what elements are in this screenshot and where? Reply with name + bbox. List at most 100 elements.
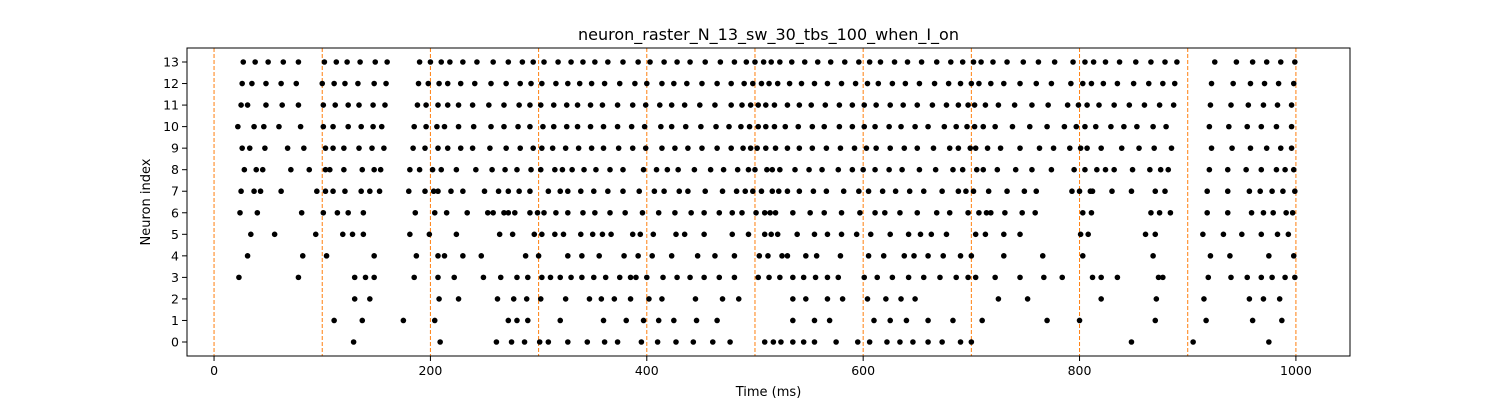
spike-point (253, 166, 260, 173)
spike-point (1129, 166, 1136, 173)
spike-point (836, 102, 843, 108)
spike-point (764, 166, 770, 173)
spike-point (1203, 317, 1209, 324)
spike-point (1021, 188, 1028, 195)
spike-point (425, 80, 432, 87)
spike-point (807, 209, 813, 216)
spike-point (717, 59, 724, 65)
spike-point (297, 123, 304, 130)
spike-point (973, 166, 980, 173)
spike-point (950, 166, 956, 173)
spike-point (565, 80, 571, 87)
spike-point (598, 296, 605, 302)
spike-point (790, 274, 796, 281)
spike-point (537, 166, 544, 173)
spike-point (1152, 188, 1159, 195)
spike-point (278, 80, 284, 87)
spike-point (627, 296, 634, 302)
spike-point (790, 317, 796, 324)
spike-point (351, 274, 358, 281)
spike-point (806, 166, 812, 173)
spike-point (1207, 102, 1214, 108)
spike-point (620, 166, 626, 173)
spike-point (823, 188, 830, 195)
spike-point (811, 80, 818, 87)
spike-point (1229, 145, 1235, 151)
spike-point (1033, 80, 1040, 87)
spike-point (1128, 339, 1135, 345)
spike-point (494, 296, 501, 302)
y-tick-label: 10 (163, 119, 179, 134)
spike-point (767, 209, 773, 216)
spike-point (886, 123, 892, 130)
spike-point (837, 145, 844, 151)
spike-point (457, 145, 464, 151)
spike-point (1288, 102, 1295, 108)
y-tick-label: 0 (171, 335, 179, 350)
x-tick-label: 0 (210, 363, 218, 378)
spike-point (864, 80, 871, 87)
spike-point (1282, 274, 1288, 281)
spike-point (965, 274, 971, 281)
spike-point (1288, 145, 1295, 151)
spike-point (1114, 274, 1121, 281)
spike-point (716, 209, 723, 216)
spike-point (655, 209, 662, 216)
spike-point (676, 188, 683, 195)
spike-point (790, 296, 796, 302)
spike-point (1048, 80, 1055, 87)
spike-point (587, 102, 594, 108)
spike-point (1100, 80, 1107, 87)
spike-point (690, 339, 697, 345)
spike-point (1050, 145, 1057, 151)
spike-point (779, 253, 785, 259)
spike-point (849, 102, 856, 108)
spike-point (808, 102, 815, 108)
spike-point (925, 123, 931, 130)
spike-point (684, 80, 690, 87)
spike-point (651, 188, 658, 195)
spike-point (1266, 253, 1272, 259)
spike-point (1009, 123, 1016, 130)
spike-point (863, 145, 870, 151)
spike-point (819, 166, 825, 173)
spike-point (1260, 209, 1267, 216)
spike-point (512, 209, 518, 216)
spike-point (438, 59, 445, 65)
spike-point (660, 274, 666, 281)
spike-point (970, 59, 977, 65)
spike-point (1224, 188, 1231, 195)
spike-point (920, 274, 927, 281)
spike-point (557, 317, 564, 324)
x-tick-label: 400 (635, 363, 659, 378)
spike-point (501, 102, 507, 108)
spike-point (691, 166, 698, 173)
spike-point (1001, 231, 1007, 238)
spike-point (906, 188, 913, 195)
spike-point (1089, 274, 1096, 281)
spike-point (257, 188, 264, 195)
spike-point (319, 80, 326, 87)
spike-point (534, 209, 541, 216)
spike-point (295, 102, 302, 108)
spike-point (720, 166, 727, 173)
spike-point (646, 296, 652, 302)
spike-point (856, 188, 862, 195)
spike-point (1170, 102, 1177, 108)
spike-point (1098, 274, 1104, 281)
spike-point (655, 317, 662, 324)
spike-point (1033, 188, 1040, 195)
spike-point (965, 209, 971, 216)
spike-point (636, 188, 643, 195)
spike-point (1076, 188, 1083, 195)
spike-point (1012, 166, 1019, 173)
spike-point (579, 274, 585, 281)
spike-point (972, 145, 979, 151)
spike-point (1160, 274, 1166, 281)
spike-point (557, 274, 564, 281)
y-tick-label: 3 (171, 270, 179, 285)
spike-point (745, 166, 752, 173)
spike-point (557, 188, 564, 195)
spike-point (553, 80, 559, 87)
spike-point (541, 59, 547, 65)
